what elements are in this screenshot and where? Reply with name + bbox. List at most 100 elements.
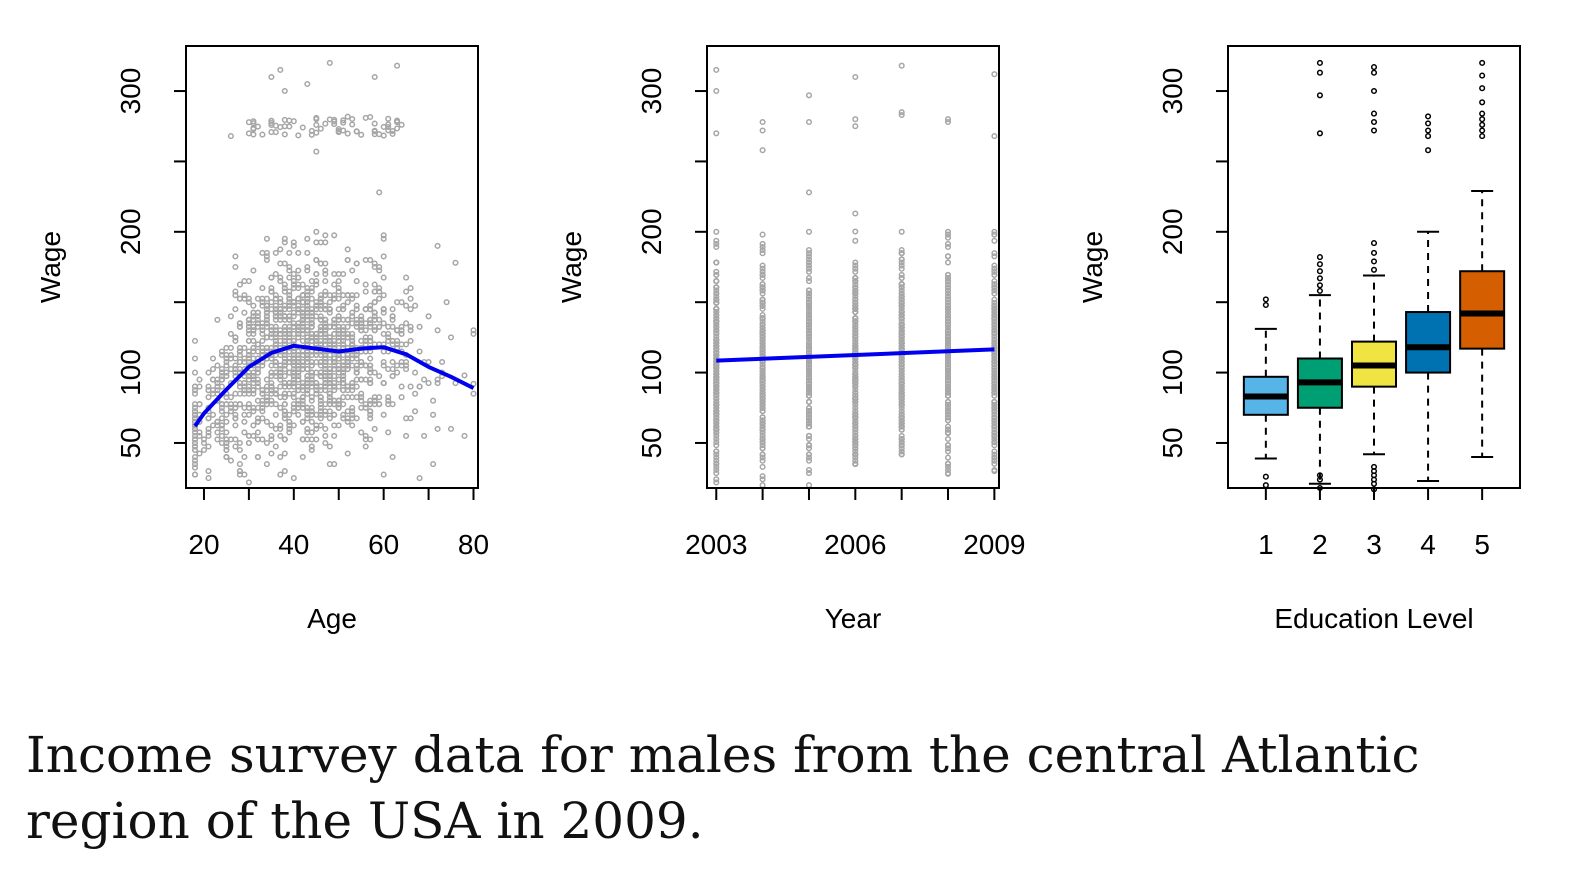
age-wage-point [232,362,239,369]
age-wage-point [281,341,288,348]
year-wage-point [852,414,859,421]
year-wage-point [713,343,720,350]
year-wage-point [991,383,998,390]
age-wage-point [299,453,306,461]
age-wage-point [353,320,360,327]
year-wage-point [805,346,813,353]
year-wage-point [991,432,998,439]
year-wage-point [944,448,952,455]
age-wage-point [421,432,428,439]
age-wage-point [308,278,315,285]
age-wage-point [313,116,320,123]
plot-frame [706,45,1000,489]
year-wage-point [852,426,859,433]
age-wage-point [241,429,248,436]
year-wage-point [898,321,905,328]
year-wage-point [713,312,720,319]
year-wage-point [991,339,998,347]
age-wage-point [191,390,199,397]
box-outlier [1370,87,1378,95]
year-wage-point [759,392,766,399]
age-wage-point [232,288,239,295]
age-wage-point [335,285,342,292]
age-wage-point [358,429,365,436]
year-wage-point [944,358,952,365]
age-wage-panel: 20 40 60 80 50 100 200 300 Age Wage [35,45,489,634]
age-wage-point [313,299,320,306]
year-wage-point [944,367,952,374]
age-wage-point [349,313,356,320]
age-wage-point [268,117,275,124]
year-wage-point [944,426,952,433]
age-wage-point [254,366,261,373]
age-wage-point [376,323,383,330]
age-wage-point [277,278,284,285]
age-wage-point [358,397,365,404]
year-wage-point [898,414,905,421]
age-wage-point [245,439,252,447]
age-wage-point [380,232,387,239]
year-wage-point [713,346,720,353]
y-tick-label: 50 [636,427,667,458]
age-wage-point [385,394,392,401]
age-wage-point [263,334,270,341]
age-wage-point [308,404,315,411]
age-wage-point [304,390,311,397]
year-wage-point [805,392,813,399]
age-wage-point [196,450,203,457]
age-wage-point [281,239,288,246]
year-wage-point [898,408,905,415]
age-wage-point [277,274,284,281]
box-outlier [1262,482,1269,489]
year-wage-point [759,296,766,303]
age-wage-point [371,369,378,376]
age-wage-point [290,390,297,397]
age-wage-point [367,366,374,373]
age-wage-point [367,401,374,408]
age-wage-point [205,429,212,436]
age-wage-point [290,351,297,359]
age-wage-point [317,362,324,369]
year-wage-point [805,299,813,306]
age-wage-point [358,316,365,323]
age-wage-point [322,288,329,295]
age-wage-point [290,118,297,125]
year-wage-point [713,451,720,458]
age-wage-point [371,327,378,334]
age-wage-point [214,429,221,436]
age-wage-point [236,366,243,373]
age-wage-point [290,299,297,306]
year-wage-point [852,281,859,288]
age-wage-point [322,327,329,334]
year-wage-point [944,470,952,477]
year-wage-point [805,361,813,368]
year-wage-point [713,367,720,374]
age-wage-point [313,422,320,429]
year-wage-point [898,367,905,374]
age-wage-point [313,351,320,359]
year-wage-point [852,454,859,461]
year-wage-point [898,417,905,424]
age-wage-point [259,415,266,422]
age-wage-point [277,327,284,334]
age-wage-point [259,299,266,306]
age-wage-point [254,429,261,436]
age-wage-point [389,358,396,366]
age-wage-point [272,270,279,278]
age-wage-point [335,355,342,362]
year-wage-point [759,451,766,458]
year-wage-point [944,398,952,405]
age-wage-point [254,316,261,323]
year-wage-point [713,423,720,430]
age-wage-point [389,313,396,320]
age-wage-point [407,383,414,390]
age-wage-point [349,267,356,274]
age-wage-point [295,383,302,390]
year-wage-point [852,358,859,365]
year-wage-point [805,293,813,300]
year-wage-point [991,358,998,365]
age-wage-point [272,316,279,323]
age-wage-point [223,344,230,351]
year-wage-point [852,383,859,390]
year-wage-point [898,395,905,402]
